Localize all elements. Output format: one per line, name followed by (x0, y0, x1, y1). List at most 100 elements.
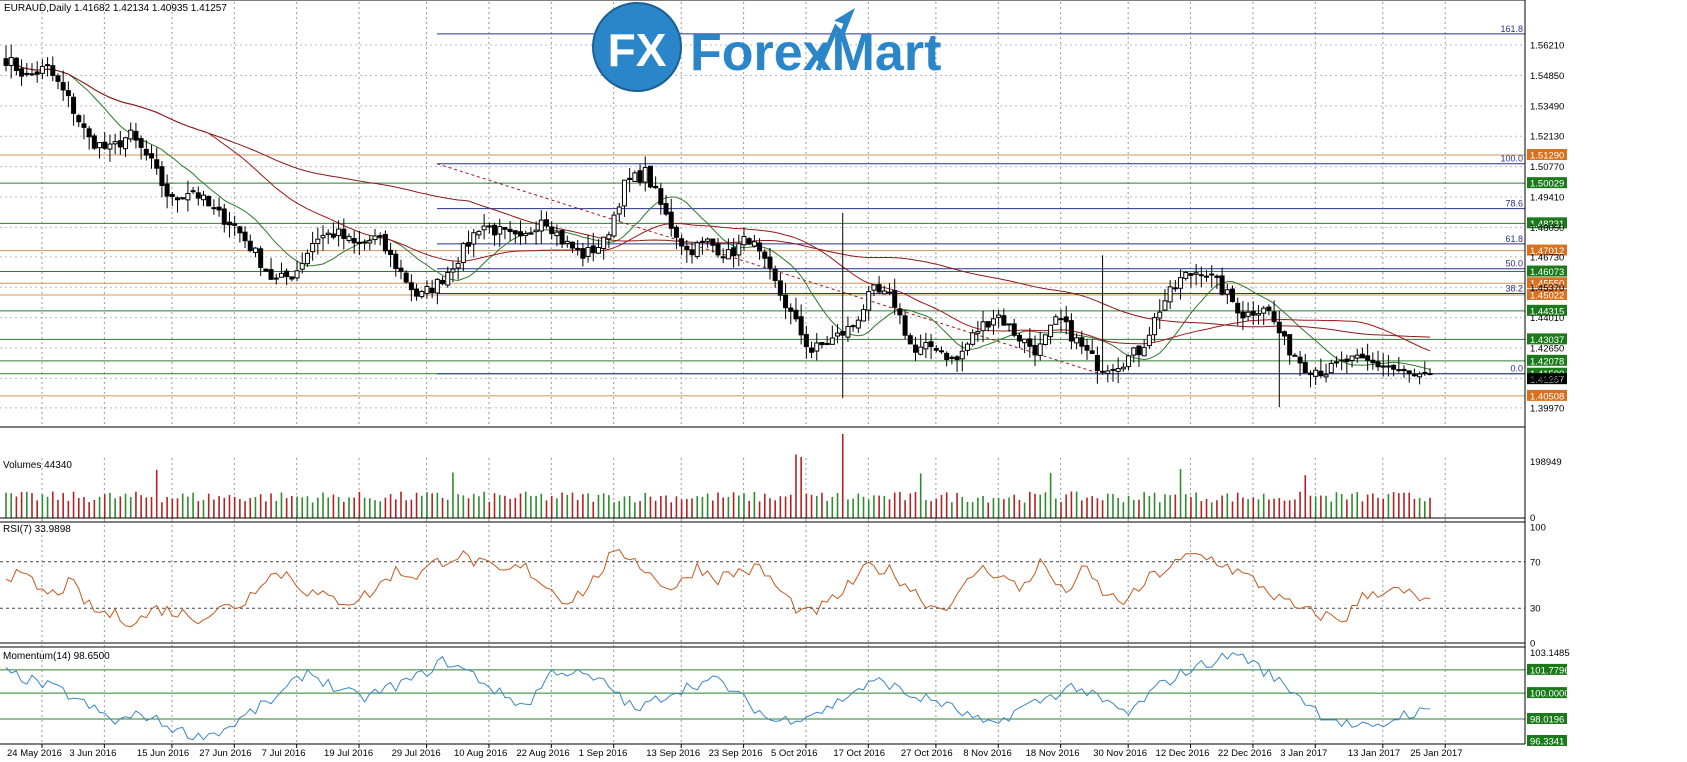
rsi-indicator (0, 548, 1525, 628)
candle-body (242, 231, 248, 242)
price-tick-label: 1.44010 (1530, 313, 1564, 324)
candle-body (294, 270, 300, 279)
candle-body (575, 247, 581, 250)
candle-body (543, 219, 549, 227)
candle-body (876, 284, 882, 293)
candle-body (1110, 368, 1116, 371)
candle-body (1297, 356, 1303, 364)
candle-body (1063, 316, 1069, 323)
candle-body (211, 207, 217, 210)
candle-body (897, 308, 903, 316)
candle-body (1022, 338, 1028, 344)
candle-body (881, 290, 887, 295)
candle-body (299, 262, 305, 270)
candle-body (866, 291, 872, 311)
time-tick-label: 13 Jan 2017 (1348, 748, 1400, 759)
candle-body (434, 278, 440, 294)
candle-body (1001, 315, 1007, 326)
candle-body (533, 229, 539, 233)
candle-body (912, 344, 918, 353)
candle-body (263, 268, 269, 272)
candle-body (1266, 306, 1272, 311)
candle-body (606, 234, 612, 240)
time-tick-label: 19 Jul 2016 (324, 748, 373, 759)
candle-body (1074, 337, 1080, 344)
candle-body (356, 241, 362, 244)
candle-body (486, 225, 492, 228)
candle-body (1079, 337, 1085, 347)
candle-body (1178, 277, 1184, 289)
candle-body (29, 73, 35, 76)
momentum-indicator (0, 652, 1525, 741)
price-tick-label: 1.41290 (1530, 374, 1564, 385)
candle-body (783, 294, 789, 309)
price-tick-label: 1.39970 (1530, 403, 1564, 414)
ma-fast-line (5, 60, 1431, 370)
price-level-label: 1.41257 (1530, 375, 1564, 386)
candle-body (175, 197, 181, 201)
price-tick-label: 1.42650 (1530, 344, 1564, 355)
candle-body (393, 253, 399, 270)
candle-body (1100, 370, 1106, 373)
candle-body (1250, 310, 1256, 316)
candle-body (887, 291, 893, 294)
candle-body (71, 96, 77, 114)
price-tick-label: 1.45370 (1530, 283, 1564, 294)
candle-body (1027, 338, 1033, 347)
time-tick-label: 1 Sep 2016 (579, 748, 628, 759)
candle-body (419, 291, 425, 298)
time-tick-label: 17 Oct 2016 (833, 748, 885, 759)
candle-body (1068, 320, 1074, 342)
vertical-grid (0, 2, 1525, 743)
momentum-tick-label: 101.7796 (1530, 665, 1570, 676)
time-tick-label: 12 Dec 2016 (1156, 748, 1210, 759)
rsi-tick-label: 100 (1530, 523, 1546, 534)
candle-body (1230, 288, 1236, 303)
candle-body (278, 272, 284, 278)
candle-body (918, 346, 924, 355)
candle-body (1219, 275, 1225, 295)
price-level-badge (1527, 217, 1567, 229)
candle-body (569, 241, 575, 249)
candle-body (647, 165, 653, 188)
candle-body (1302, 361, 1308, 374)
candle-body (668, 211, 674, 229)
price-tick-label: 1.50770 (1530, 162, 1564, 173)
price-level-label: 1.51290 (1530, 150, 1564, 161)
candle-body (653, 185, 659, 189)
candle-body (1141, 346, 1147, 357)
ma-slow-line (5, 60, 1431, 338)
rsi-tick-label: 30 (1530, 604, 1541, 615)
candle-body (1037, 343, 1043, 356)
candle-body (809, 347, 815, 353)
candle-body (315, 238, 321, 245)
candle-body (980, 321, 986, 332)
candle-body (97, 142, 103, 149)
fib-level-label: 100.0 (1500, 154, 1523, 164)
candle-body (330, 233, 336, 238)
candle-body (814, 342, 820, 352)
candle-body (55, 75, 61, 82)
candle-body (81, 123, 87, 128)
volume-tick-label: 0 (1530, 513, 1535, 524)
candle-body (346, 235, 352, 242)
candle-body (1198, 274, 1204, 277)
candle-body (803, 334, 809, 348)
moving-averages (5, 60, 1431, 370)
candle-body (1349, 355, 1355, 361)
candle-body (1032, 344, 1038, 356)
candle-body (91, 135, 97, 149)
candle-body (1048, 324, 1054, 338)
candle-body (507, 228, 513, 233)
panel-frames (0, 0, 1526, 745)
candle-body (710, 238, 716, 246)
candle-body (440, 279, 446, 285)
candle-body (585, 246, 591, 257)
price-level-label: 1.47012 (1530, 246, 1564, 257)
price-level-badge (1527, 373, 1567, 385)
candle-body (850, 325, 856, 328)
candle-body (616, 206, 622, 215)
candle-body (247, 240, 253, 252)
price-tick-label: 1.56210 (1530, 41, 1564, 52)
candle-body (1380, 365, 1386, 368)
